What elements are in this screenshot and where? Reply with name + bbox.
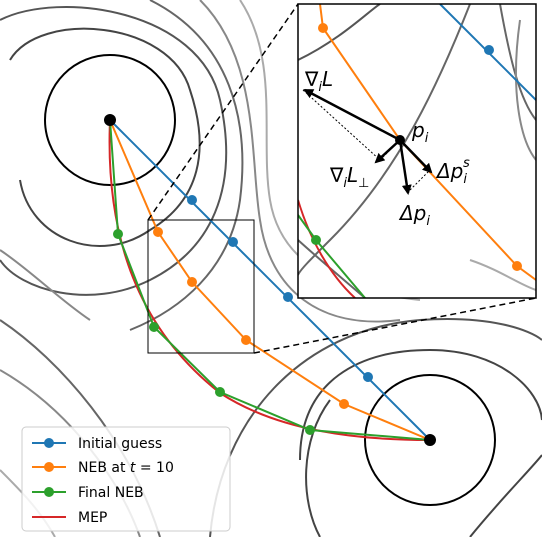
final-neb-point	[149, 322, 159, 332]
legend-item-initial-guess: Initial guess	[32, 436, 162, 452]
zoom-connector-top	[147, 3, 299, 221]
inset-neb-point	[512, 261, 522, 271]
inset-border	[297, 3, 537, 299]
neb-t10-point	[241, 335, 251, 345]
arrow-delta-p	[398, 139, 412, 195]
legend: Initial guess NEB at t = 10 Final NEB ME…	[21, 426, 231, 532]
inset-contour	[298, 4, 471, 276]
final-neb-line	[109, 119, 431, 441]
contour-top-left-ring-3	[129, 0, 244, 331]
arrow-grad-L-perp	[374, 139, 401, 164]
neb-t10-line	[109, 119, 431, 441]
inset-mep	[298, 199, 356, 298]
endpoint-start	[104, 114, 116, 126]
neb-t10-point	[339, 399, 349, 409]
contour-top-left-ring-4	[199, 0, 401, 323]
zoom-inset: ∇iL ∇iL⊥ pi Δpis Δpi	[297, 3, 537, 299]
initial-guess-point	[228, 237, 238, 247]
initial-guess-series	[109, 119, 431, 441]
initial-guess-point	[187, 195, 197, 205]
initial-guess-point	[283, 292, 293, 302]
svg-text:NEB at t = 10: NEB at t = 10	[78, 460, 174, 476]
zoom-region-box	[147, 219, 255, 354]
neb-t10-point	[187, 277, 197, 287]
svg-text:MEP: MEP	[78, 510, 107, 526]
contour-top-left-ring-2	[0, 6, 228, 296]
inset-contour	[298, 239, 366, 298]
legend-item-mep: MEP	[32, 510, 107, 526]
svg-text:Initial guess: Initial guess	[78, 436, 162, 452]
inset-point-p-i	[395, 135, 405, 145]
legend-item-neb-t10: NEB at t = 10	[32, 460, 174, 476]
neb-t10-series	[109, 119, 431, 441]
label-grad-L: ∇iL	[304, 67, 333, 95]
neb-t10-point	[153, 227, 163, 237]
contour-bottom-right-ring-4	[469, 454, 542, 537]
contour-bottom-right-ring-3	[305, 399, 331, 537]
final-neb-point	[215, 387, 225, 397]
legend-box	[21, 426, 231, 532]
legend-item-final-neb: Final NEB	[32, 485, 144, 501]
final-neb-point	[113, 229, 123, 239]
contour-circle-bottom-right	[364, 374, 496, 506]
contour-circle-top-left	[44, 54, 176, 186]
inset-initial-point	[484, 45, 494, 55]
zoom-connector-bottom	[253, 297, 537, 354]
inset-contour	[515, 19, 536, 161]
inset-contour	[298, 4, 381, 61]
initial-guess-line	[109, 119, 431, 441]
label-p-i: pi	[411, 118, 429, 146]
svg-text:Final NEB: Final NEB	[78, 485, 144, 501]
final-neb-series	[109, 119, 431, 441]
contour-bottom-right-ring-1	[299, 348, 542, 461]
inset-final-neb-point	[311, 235, 321, 245]
endpoint-end	[424, 434, 436, 446]
contour-left-line	[0, 249, 91, 321]
label-grad-L-perp: ∇iL⊥	[329, 163, 370, 191]
inset-construction-dotted	[409, 169, 431, 191]
initial-guess-point	[363, 372, 373, 382]
contour-top-left-ring-1	[9, 27, 201, 247]
inset-neb-point	[318, 23, 328, 33]
inset-background	[298, 4, 536, 298]
label-delta-p-i-s: Δpis	[435, 156, 470, 187]
final-neb-point	[305, 425, 315, 435]
arrow-delta-p-s	[399, 139, 433, 174]
contour-bottom-right-ring-2	[209, 318, 542, 537]
inset-contour	[469, 259, 536, 291]
arrow-grad-L	[303, 88, 401, 142]
label-delta-p-i: Δpi	[398, 201, 430, 229]
